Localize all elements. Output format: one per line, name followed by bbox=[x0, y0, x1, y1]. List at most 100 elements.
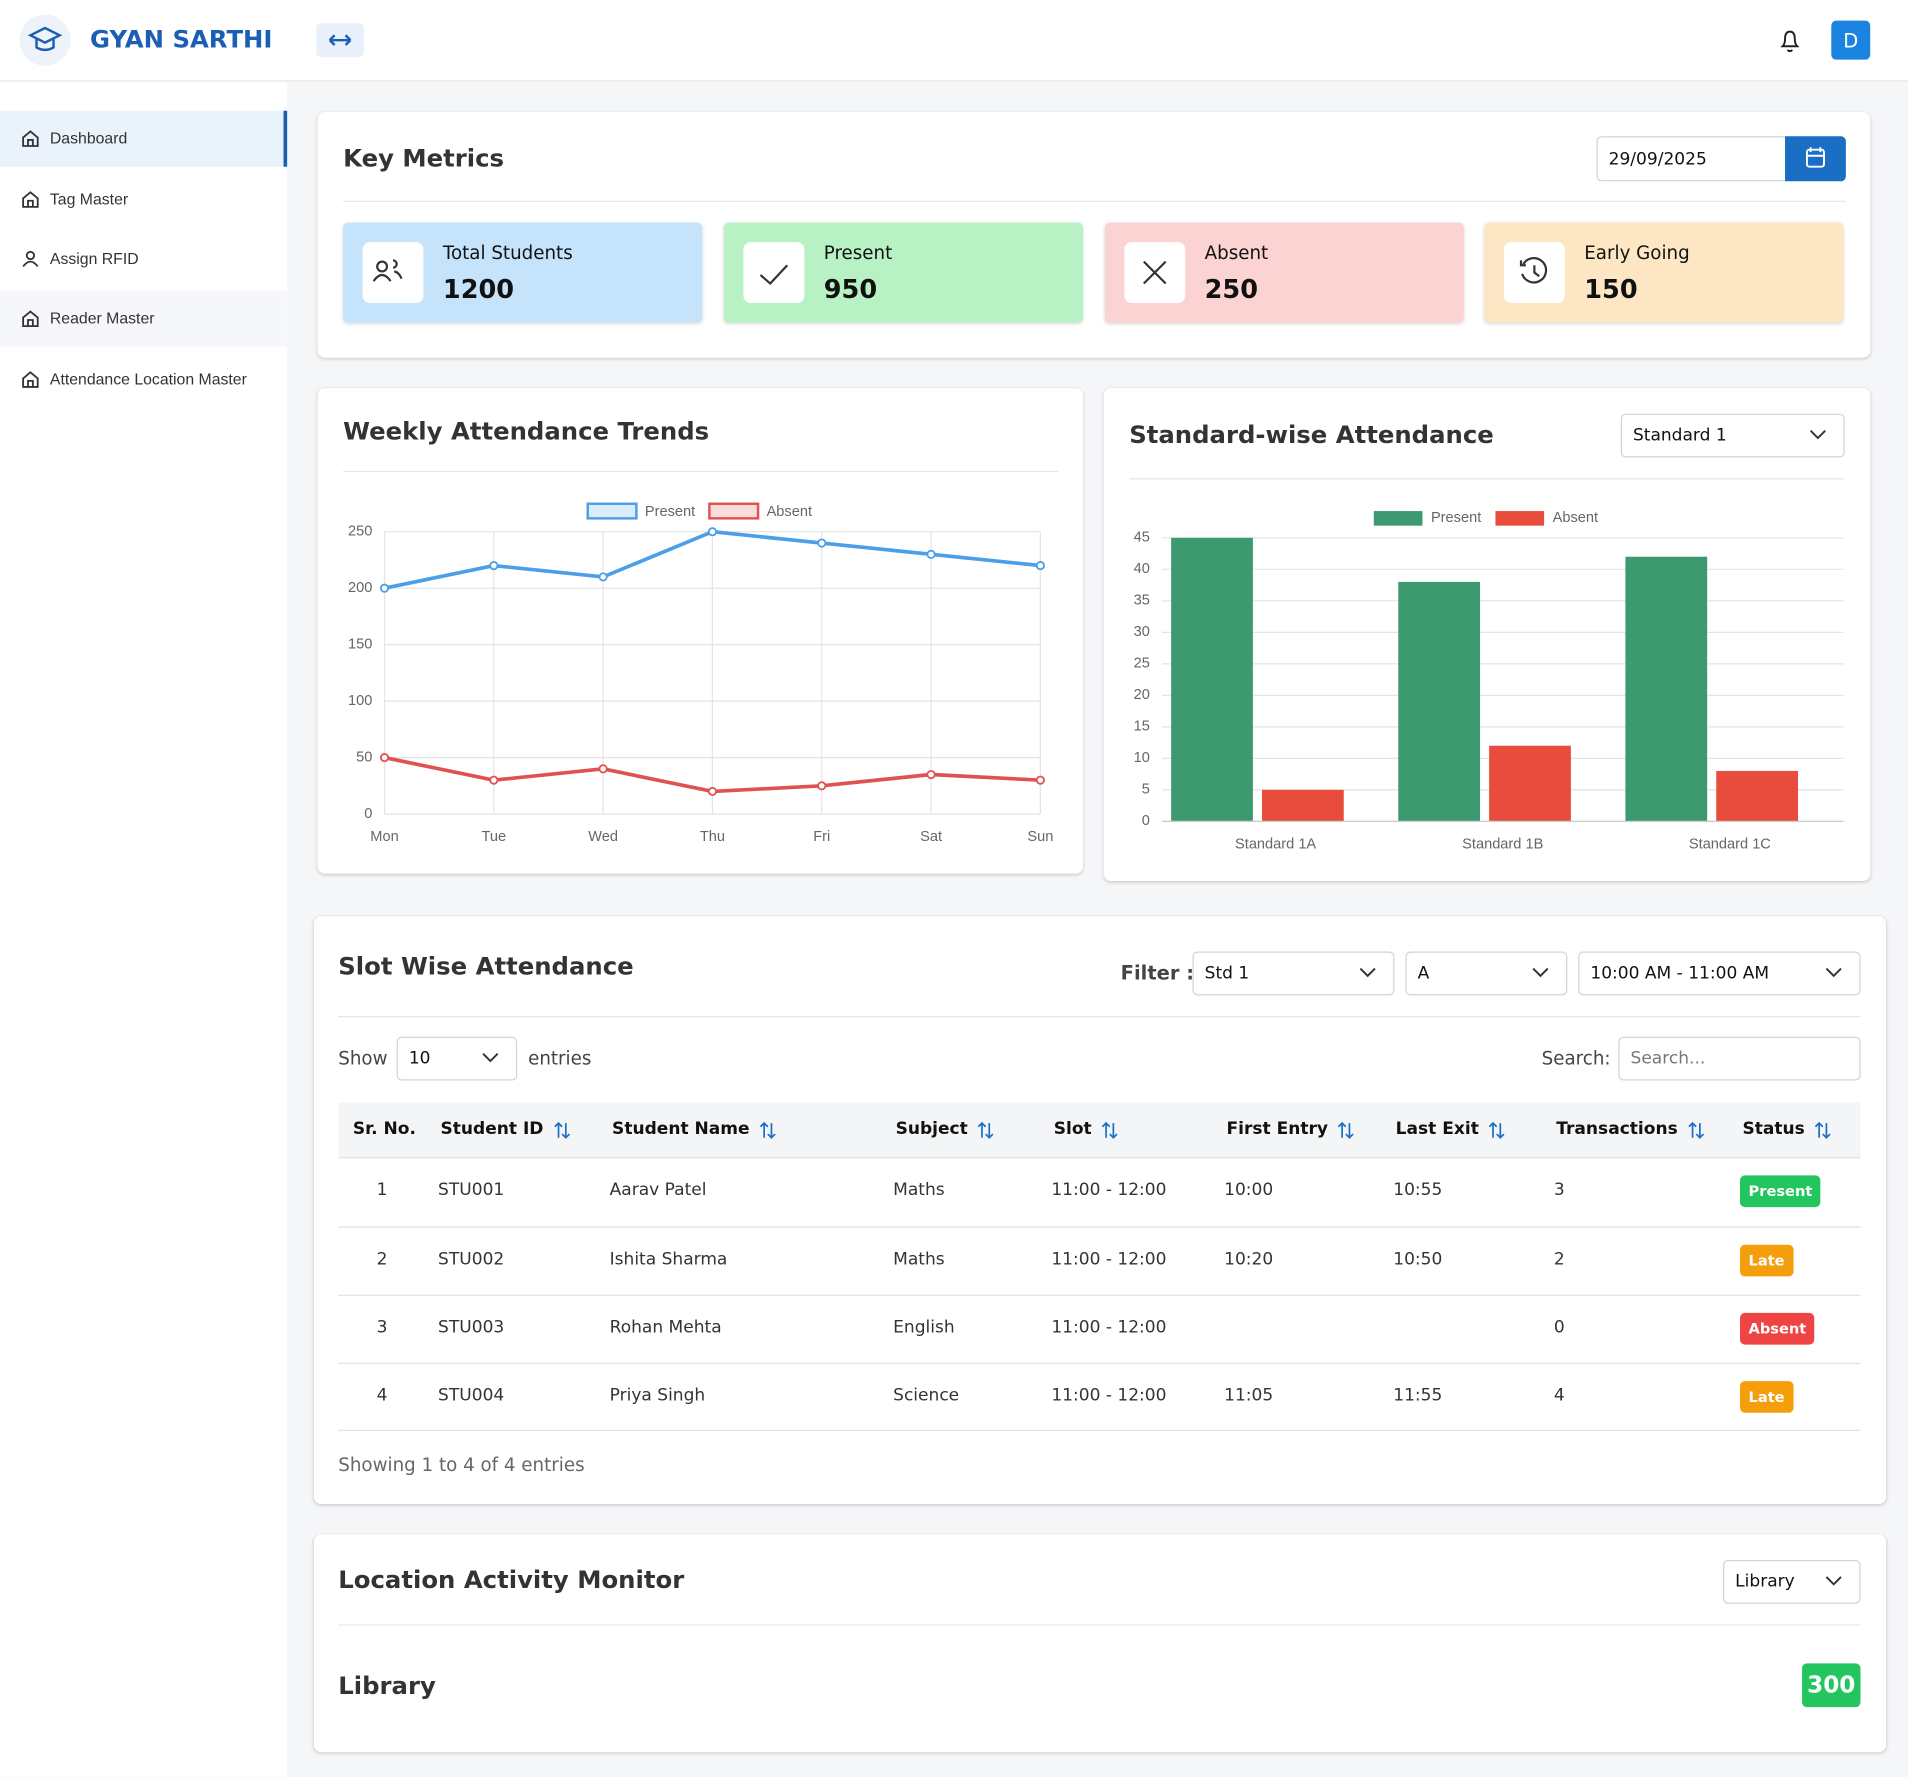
column-header[interactable]: Slot bbox=[1054, 1119, 1092, 1138]
location-name: Library bbox=[338, 1671, 436, 1700]
point bbox=[490, 562, 497, 569]
y-tick-label: 45 bbox=[1134, 530, 1150, 546]
metric-label: Absent bbox=[1205, 242, 1269, 264]
table-cell: Science bbox=[893, 1386, 959, 1405]
sort-icon[interactable] bbox=[1101, 1121, 1118, 1140]
point bbox=[709, 788, 716, 795]
legend-swatch bbox=[709, 504, 758, 519]
metric-icon bbox=[1124, 242, 1185, 303]
filter-select[interactable]: 10:00 AM - 11:00 AM bbox=[1578, 952, 1860, 996]
filter-label: Filter : bbox=[1121, 961, 1194, 984]
bar bbox=[1489, 746, 1571, 822]
table-cell: 11:00 - 12:00 bbox=[1051, 1250, 1166, 1269]
sidebar-item[interactable] bbox=[0, 231, 287, 287]
y-tick-label: 20 bbox=[1134, 687, 1150, 703]
sidebar-toggle[interactable] bbox=[316, 23, 363, 57]
table-cell: STU002 bbox=[438, 1250, 504, 1269]
divider bbox=[1129, 478, 1844, 479]
sort-icon[interactable] bbox=[1687, 1121, 1704, 1140]
column-header[interactable]: Last Exit bbox=[1396, 1119, 1479, 1138]
bar-chart: 051015202530354045PresentAbsentStandard … bbox=[1104, 487, 1871, 864]
date-value: 29/09/2025 bbox=[1609, 149, 1707, 168]
sidebar-item[interactable] bbox=[0, 172, 287, 228]
point bbox=[818, 539, 825, 546]
chart-title: Standard-wise Attendance bbox=[1129, 420, 1494, 449]
status-badge: Late bbox=[1740, 1381, 1793, 1413]
sort-icon[interactable] bbox=[978, 1121, 995, 1140]
bar bbox=[1262, 790, 1344, 822]
location-select[interactable]: Library bbox=[1723, 1560, 1860, 1604]
table-cell: 2 bbox=[338, 1250, 426, 1269]
menu-icon bbox=[18, 247, 42, 271]
point bbox=[490, 777, 497, 784]
divider bbox=[338, 1624, 1860, 1625]
point bbox=[1037, 777, 1044, 784]
column-header[interactable]: Transactions bbox=[1556, 1119, 1677, 1138]
icon-path bbox=[23, 372, 38, 387]
standard-select[interactable]: Standard 1 bbox=[1621, 414, 1845, 458]
x-tick-label: Standard 1A bbox=[1235, 836, 1316, 852]
bar bbox=[1716, 771, 1798, 821]
menu-icon bbox=[18, 187, 42, 211]
menu-icon bbox=[18, 367, 42, 391]
column-header[interactable]: Student ID bbox=[440, 1119, 543, 1138]
calendar-button[interactable] bbox=[1785, 136, 1846, 181]
table-cell: Maths bbox=[893, 1250, 945, 1269]
select-value: Std 1 bbox=[1205, 964, 1250, 983]
column-header[interactable]: Subject bbox=[896, 1119, 968, 1138]
page-size-select[interactable]: 10 bbox=[397, 1037, 517, 1081]
y-tick-label: 15 bbox=[1134, 719, 1150, 735]
table-cell: 0 bbox=[1554, 1318, 1565, 1337]
metric-label: Present bbox=[824, 242, 892, 264]
icon-path bbox=[1490, 1123, 1505, 1138]
table-cell: 11:00 - 12:00 bbox=[1051, 1180, 1166, 1199]
icon-path bbox=[761, 1123, 776, 1138]
x-tick-label: Standard 1C bbox=[1689, 836, 1771, 852]
y-tick-label: 0 bbox=[364, 806, 372, 822]
search-placeholder: Search... bbox=[1631, 1049, 1706, 1068]
icon-path bbox=[1816, 1123, 1831, 1138]
sort-icon[interactable] bbox=[759, 1121, 776, 1140]
bar bbox=[1625, 557, 1707, 822]
point bbox=[599, 765, 606, 772]
point bbox=[381, 754, 388, 761]
date-input[interactable]: 29/09/2025 bbox=[1596, 136, 1786, 181]
metric-value: 1200 bbox=[443, 275, 514, 304]
search-input[interactable]: Search... bbox=[1618, 1037, 1860, 1081]
y-tick-label: 10 bbox=[1134, 750, 1150, 766]
icon-path bbox=[979, 1123, 994, 1138]
column-header[interactable]: Status bbox=[1742, 1119, 1804, 1138]
column-header[interactable]: First Entry bbox=[1227, 1119, 1329, 1138]
icon-path bbox=[554, 1123, 569, 1138]
notification-bell[interactable] bbox=[1778, 28, 1802, 55]
metric-icon bbox=[743, 242, 804, 303]
icon bbox=[363, 242, 424, 303]
sidebar-item[interactable] bbox=[0, 111, 287, 167]
select-value: 10 bbox=[409, 1049, 431, 1068]
table-cell: 10:00 bbox=[1224, 1180, 1273, 1199]
column-header[interactable]: Sr. No. bbox=[353, 1119, 416, 1138]
show-label: Show bbox=[338, 1048, 387, 1070]
column-header[interactable]: Student Name bbox=[612, 1119, 750, 1138]
table-cell: 4 bbox=[338, 1386, 426, 1405]
divider bbox=[343, 201, 1846, 202]
section-title: Slot Wise Attendance bbox=[338, 952, 633, 981]
filter-select[interactable]: Std 1 bbox=[1192, 952, 1394, 996]
metric-value: 950 bbox=[824, 275, 877, 304]
table-cell: 10:50 bbox=[1393, 1250, 1442, 1269]
avatar[interactable]: D bbox=[1831, 21, 1870, 60]
metric-value: 150 bbox=[1584, 275, 1637, 304]
chart-title: Weekly Attendance Trends bbox=[343, 416, 709, 445]
filter-select[interactable]: A bbox=[1405, 952, 1567, 996]
sort-icon[interactable] bbox=[1338, 1121, 1355, 1140]
sort-icon[interactable] bbox=[1815, 1121, 1832, 1140]
legend-label: Absent bbox=[1553, 510, 1598, 526]
menu-icon bbox=[18, 127, 42, 151]
x-tick-label: Tue bbox=[482, 829, 507, 845]
sort-icon[interactable] bbox=[553, 1121, 570, 1140]
y-tick-label: 35 bbox=[1134, 593, 1150, 609]
sort-icon[interactable] bbox=[1489, 1121, 1506, 1140]
bar bbox=[1171, 538, 1253, 822]
metric-icon bbox=[363, 242, 424, 303]
